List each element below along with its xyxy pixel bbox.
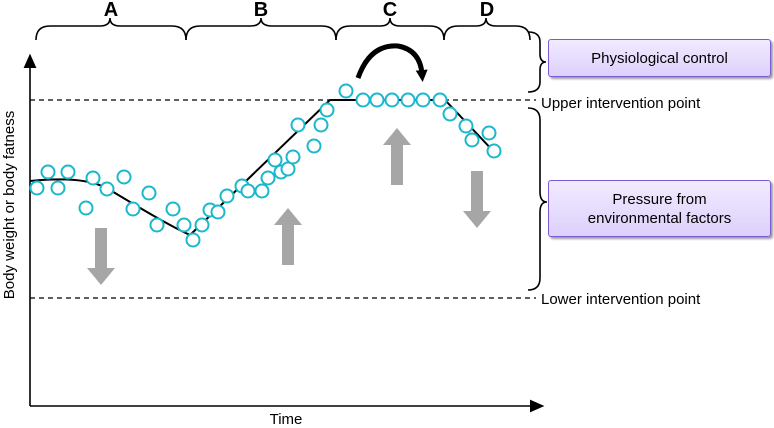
data-point [99,181,115,197]
pressure-brace [527,107,548,291]
trend-line [29,99,498,237]
phase-a-brace [35,17,187,41]
data-point [486,143,502,159]
data-point [481,125,497,141]
data-point [415,92,431,108]
data-point [78,200,94,216]
curved-arrow-icon [355,43,428,82]
phase-b-brace [185,17,337,41]
phase-d-brace [443,17,531,41]
data-point [254,183,270,199]
data-point [384,92,400,108]
data-point [432,92,448,108]
lower-intervention-label: Lower intervention point [541,291,701,308]
phase-label-a: A [104,0,118,21]
data-point [176,217,192,233]
data-point [116,169,132,185]
data-point [240,183,256,199]
data-point [267,152,283,168]
arrow-up-icon [274,208,302,265]
data-point [355,92,371,108]
data-point [40,164,56,180]
data-point [210,204,226,220]
data-point [458,118,474,134]
upper-intervention-label: Upper intervention point [541,95,701,112]
data-point [442,106,458,122]
data-points [29,83,502,248]
y-axis-label: Body weight or body fatness [1,111,18,299]
data-point [219,188,235,204]
data-point [125,201,141,217]
data-point [260,170,276,186]
data-point [85,170,101,186]
data-point [29,180,45,196]
data-point [290,117,306,133]
data-point [141,185,157,201]
phase-label-d: D [480,0,494,21]
phase-label-c: C [383,0,397,21]
physiological-control-box: Physiological control [548,39,771,77]
data-point [149,217,165,233]
physiological-brace [527,31,547,93]
data-point [185,232,201,248]
data-point [369,92,385,108]
data-point [306,138,322,154]
data-point [285,149,301,165]
physiological-control-label: Physiological control [591,49,728,67]
arrow-down-icon [87,228,115,285]
x-axis-label: Time [270,411,303,428]
phase-c-brace [335,17,445,41]
environmental-pressure-box: Pressure from environmental factors [548,180,771,237]
data-point [464,132,480,148]
environmental-pressure-label: Pressure from environmental factors [587,190,732,227]
arrow-down-icon [463,171,491,228]
data-point [165,201,181,217]
data-point [50,180,66,196]
data-point [313,117,329,133]
data-point [194,217,210,233]
data-point [319,102,335,118]
data-point [400,92,416,108]
phase-label-b: B [254,0,268,21]
data-point [60,164,76,180]
arrow-up-icon [383,128,411,185]
data-point [338,83,354,99]
phase-braces [35,17,531,41]
